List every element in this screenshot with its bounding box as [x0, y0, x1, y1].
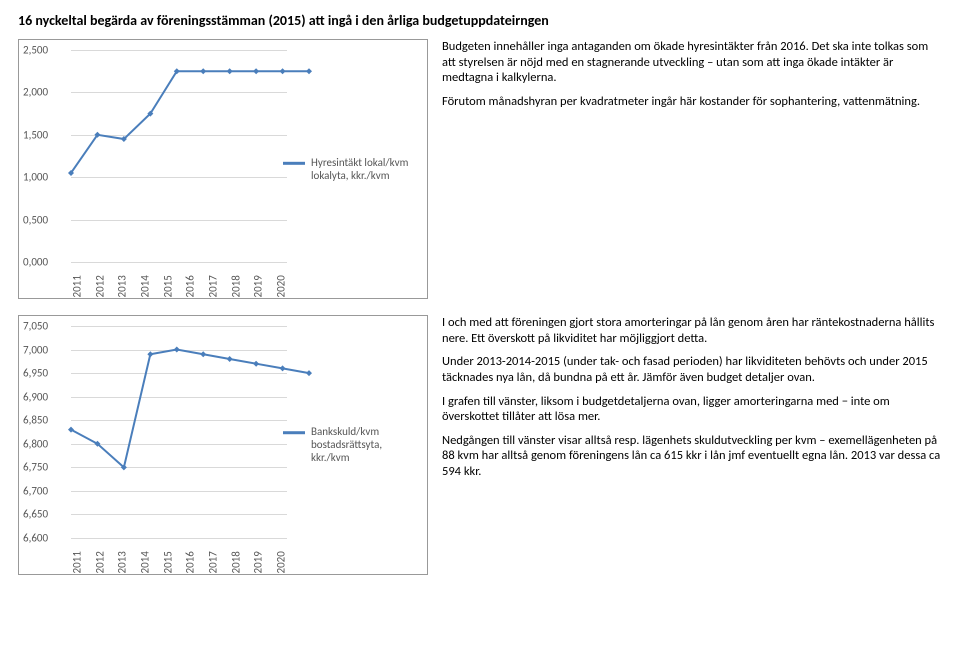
text2-p4: Nedgången till vänster visar alltså resp…	[442, 433, 942, 480]
text-block-1: Budgeten innehåller inga antaganden om ö…	[442, 39, 942, 299]
legend-swatch	[283, 162, 305, 165]
text1-p2: Förutom månadshyran per kvadratmeter ing…	[442, 94, 942, 110]
text2-p2: Under 2013-2014-2015 (under tak- och fas…	[442, 354, 942, 385]
chart-bank-debt: 6,6006,6506,7006,7506,8006,8506,9006,950…	[18, 315, 428, 575]
row-1: 0,0000,5001,0001,5002,0002,5002011201220…	[18, 39, 942, 299]
text1-p1: Budgeten innehåller inga antaganden om ö…	[442, 39, 942, 86]
chart-rent-income: 0,0000,5001,0001,5002,0002,5002011201220…	[18, 39, 428, 299]
legend-label: Hyresintäkt lokal/kvm lokalyta, kkr./kvm	[311, 156, 421, 182]
chart-legend: Hyresintäkt lokal/kvm lokalyta, kkr./kvm	[283, 156, 421, 182]
legend-swatch	[283, 431, 305, 434]
text-block-2: I och med att föreningen gjort stora amo…	[442, 315, 942, 575]
text2-p3: I grafen till vänster, liksom i budgetde…	[442, 394, 942, 425]
legend-label: Bankskuld/kvm bostadsrättsyta, kkr./kvm	[311, 425, 421, 465]
chart-legend: Bankskuld/kvm bostadsrättsyta, kkr./kvm	[283, 425, 421, 465]
text2-p1: I och med att föreningen gjort stora amo…	[442, 315, 942, 346]
page-title: 16 nyckeltal begärda av föreningsstämman…	[18, 12, 942, 29]
row-2: 6,6006,6506,7006,7506,8006,8506,9006,950…	[18, 315, 942, 575]
